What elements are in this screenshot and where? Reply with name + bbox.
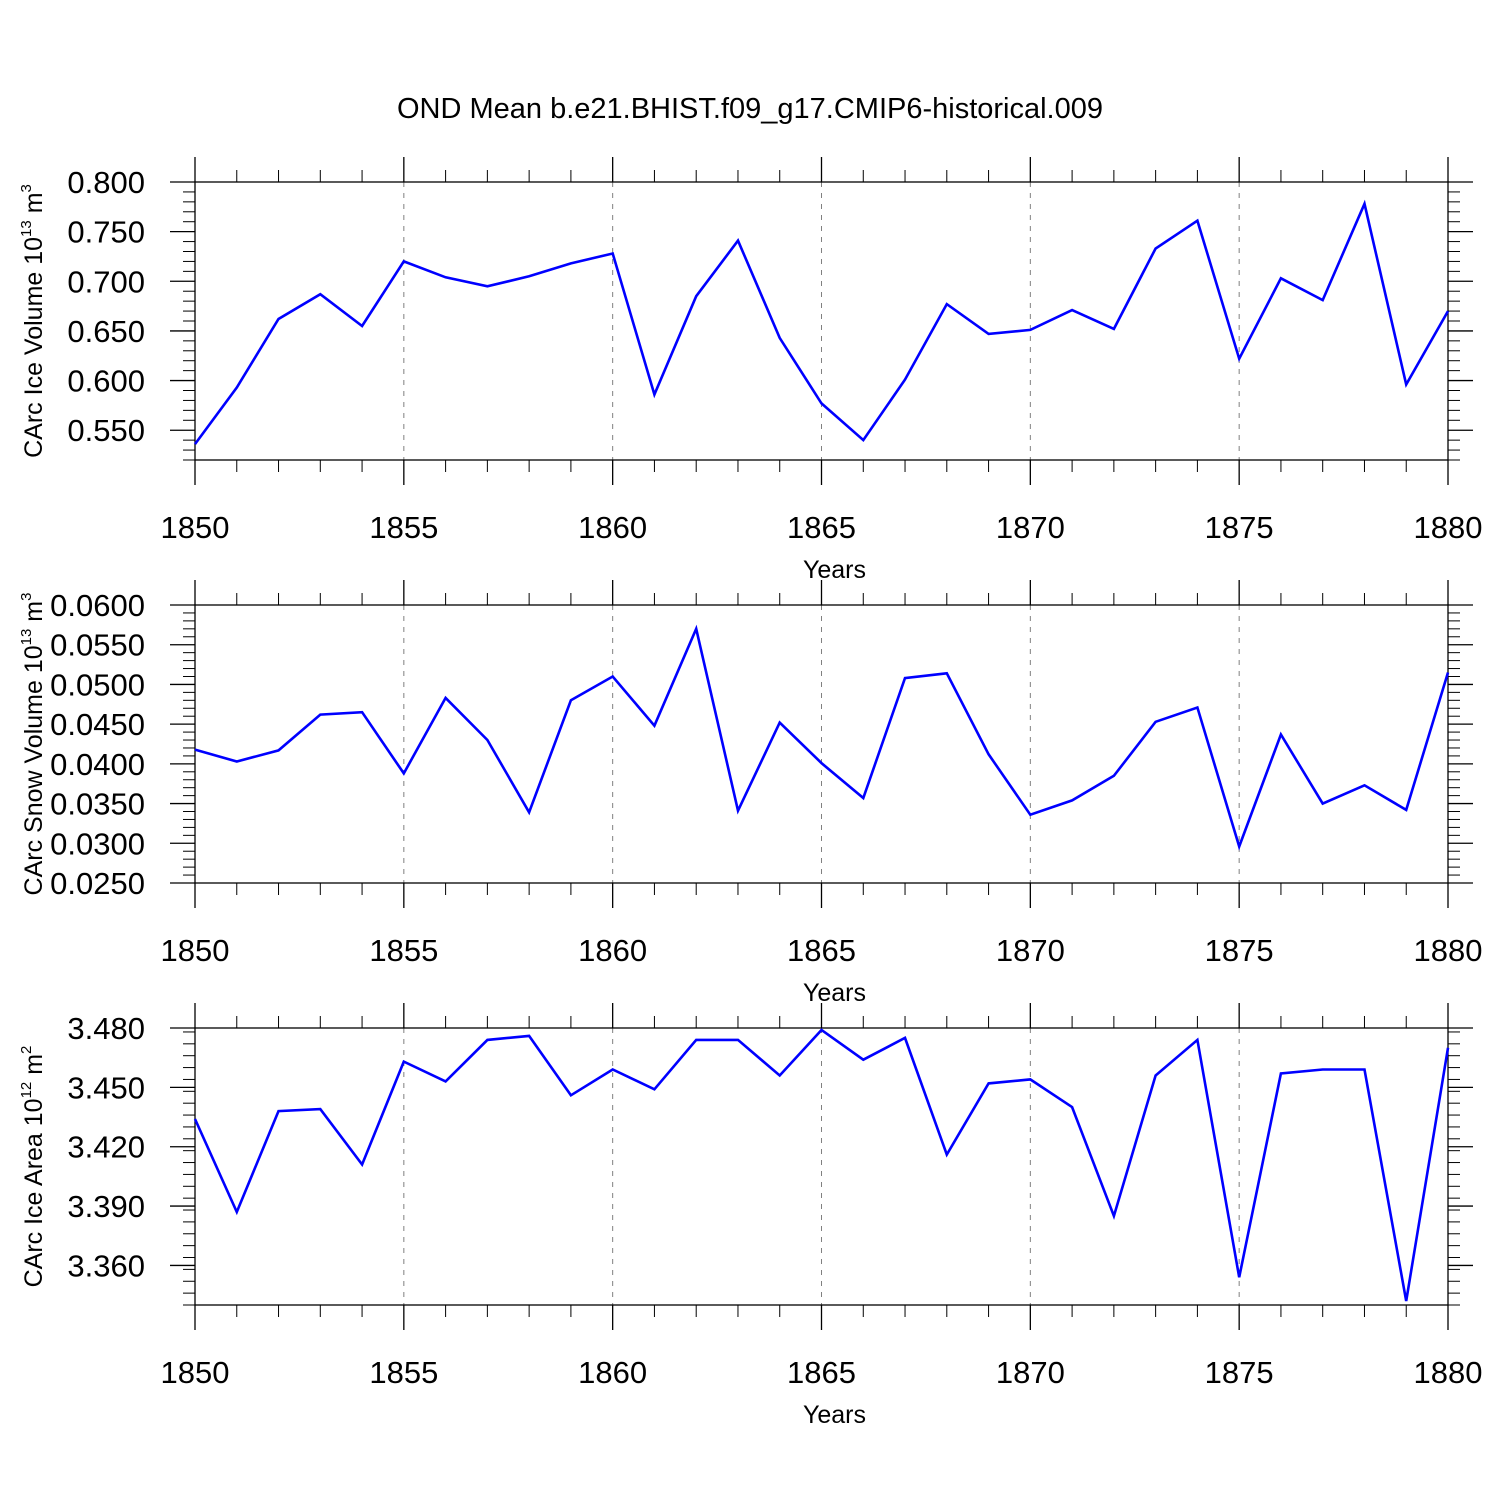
chart-panel-2: 1850 1855 1860 1865 1870 1875 1880 0.0250 0.0300… — [18, 580, 1482, 1007]
y-tick-label: 3.360 — [67, 1248, 145, 1283]
y-tick-label: 0.550 — [67, 413, 145, 448]
x-tick-label: 1875 — [1205, 933, 1274, 968]
y-axis-label: CArc Ice Area 1012 m2 — [18, 1046, 48, 1288]
y-tick-label: 0.700 — [67, 264, 145, 299]
figure-title: OND Mean b.e21.BHIST.f09_g17.CMIP6-histo… — [397, 93, 1103, 125]
x-tick-label: 1865 — [787, 933, 856, 968]
x-tick-label: 1875 — [1205, 510, 1274, 545]
series-line-2 — [194, 624, 1450, 851]
y-tick-label: 0.750 — [67, 215, 145, 250]
y-tick-label: 0.0400 — [50, 747, 145, 782]
chart-panel-3: 1850 1855 1860 1865 1870 1875 1880 3.360 3.390 3.… — [18, 1003, 1482, 1429]
x-tick-label: 1865 — [787, 510, 856, 545]
x-tick-label: 1870 — [996, 510, 1065, 545]
x-tick-label: 1860 — [578, 933, 647, 968]
y-tick-label: 0.0250 — [50, 866, 145, 901]
x-tick-label: 1880 — [1414, 510, 1483, 545]
x-tick-label: 1880 — [1414, 1355, 1483, 1390]
x-tick-label: 1870 — [996, 933, 1065, 968]
x-tick-label: 1850 — [161, 1355, 230, 1390]
y-axis-label: CArc Ice Volume 1013 m3 — [18, 184, 48, 458]
y-tick-label: 3.480 — [67, 1011, 145, 1046]
y-tick-label: 0.800 — [67, 165, 145, 200]
y-tick-label: 0.0350 — [50, 787, 145, 822]
x-tick-label: 1880 — [1414, 933, 1483, 968]
series-line-1 — [193, 199, 1450, 445]
y-tick-label: 0.0300 — [50, 826, 145, 861]
y-tick-label: 0.0500 — [50, 667, 145, 702]
y-tick-label: 0.650 — [67, 314, 145, 349]
y-tick-label: 3.390 — [67, 1189, 145, 1224]
chart-panel-1: 1850 1855 1860 1865 1870 1875 1880 0.550 0.600 0.… — [18, 157, 1482, 584]
x-axis-label: Years — [803, 556, 866, 584]
series-line-3 — [193, 1028, 1450, 1302]
y-axis-label: CArc Snow Volume 1013 m3 — [18, 593, 48, 896]
x-tick-label: 1855 — [369, 933, 438, 968]
y-tick-label: 0.0600 — [50, 588, 145, 623]
x-tick-label: 1870 — [996, 1355, 1065, 1390]
x-tick-label: 1860 — [578, 1355, 647, 1390]
y-tick-label: 3.450 — [67, 1070, 145, 1105]
y-tick-label: 0.0450 — [50, 707, 145, 742]
x-tick-label: 1875 — [1205, 1355, 1274, 1390]
x-tick-label: 1850 — [161, 933, 230, 968]
x-axis-label: Years — [803, 979, 866, 1007]
x-tick-label: 1865 — [787, 1355, 856, 1390]
x-tick-label: 1855 — [369, 1355, 438, 1390]
x-tick-label: 1860 — [578, 510, 647, 545]
y-tick-label: 0.600 — [67, 364, 145, 399]
x-tick-label: 1850 — [161, 510, 230, 545]
y-tick-label: 0.0550 — [50, 628, 145, 663]
x-axis-label: Years — [803, 1401, 866, 1429]
x-tick-label: 1855 — [369, 510, 438, 545]
y-tick-label: 3.420 — [67, 1130, 145, 1165]
